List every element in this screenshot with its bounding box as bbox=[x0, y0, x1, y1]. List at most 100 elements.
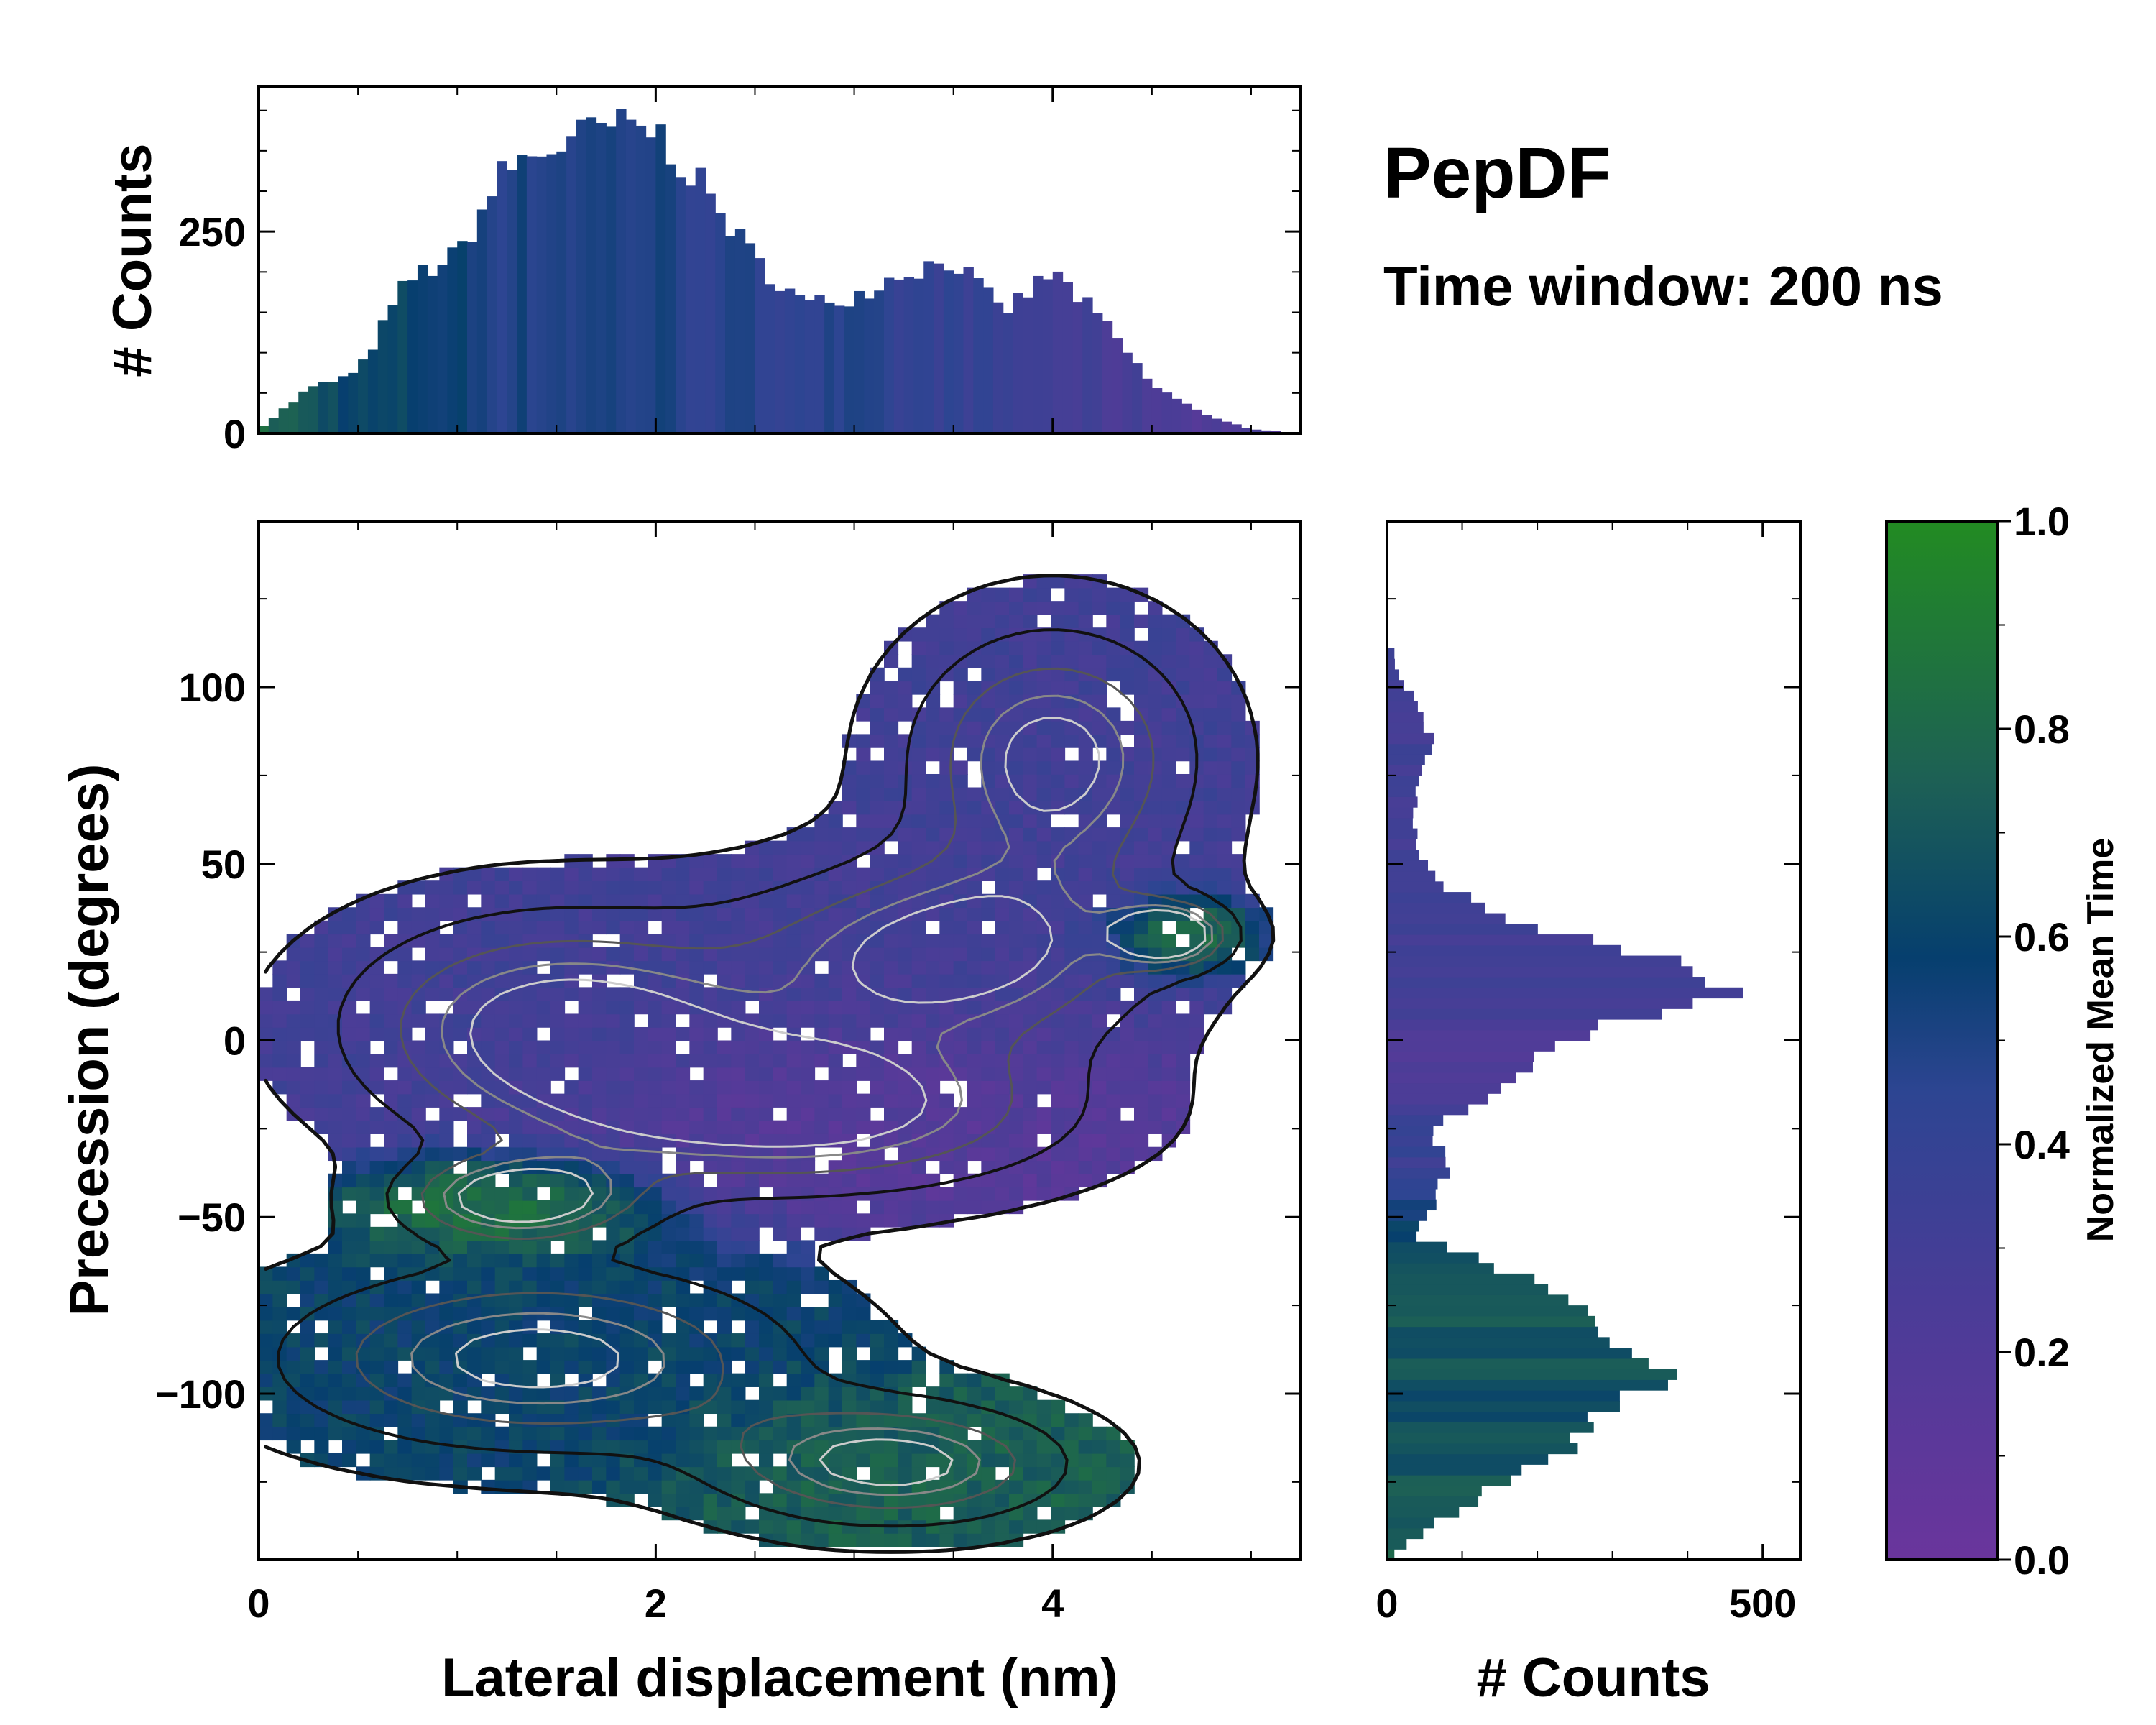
heatmap-cell bbox=[953, 934, 968, 948]
heatmap-cell bbox=[522, 947, 538, 962]
heatmap-cell bbox=[773, 1013, 788, 1028]
heatmap-cell bbox=[1148, 867, 1163, 881]
heatmap-cell bbox=[494, 893, 510, 908]
heatmap-cell bbox=[911, 827, 926, 842]
heatmap-cell bbox=[356, 1080, 371, 1095]
heatmap-cell bbox=[1064, 614, 1079, 629]
heatmap-cell bbox=[981, 587, 996, 602]
heatmap-cell bbox=[995, 801, 1010, 815]
heatmap-cell bbox=[522, 1226, 538, 1241]
heatmap-cell bbox=[703, 987, 718, 1001]
heatmap-cell bbox=[814, 880, 829, 895]
heatmap-cell bbox=[884, 1080, 899, 1095]
heatmap-cell bbox=[911, 1426, 926, 1441]
heatmap-cell bbox=[814, 827, 829, 842]
colorbar-tick-label: 1.0 bbox=[2014, 499, 2070, 544]
heatmap-cell bbox=[1051, 1453, 1066, 1468]
heatmap-cell bbox=[759, 1054, 774, 1068]
heatmap-cell bbox=[939, 734, 954, 748]
right-histogram-bar bbox=[1387, 934, 1594, 946]
heatmap-cell bbox=[1231, 773, 1246, 788]
heatmap-cell bbox=[786, 1146, 801, 1162]
top-histogram-bar bbox=[893, 279, 905, 433]
heatmap-cell bbox=[328, 1386, 343, 1401]
heatmap-cell bbox=[564, 1453, 579, 1468]
heatmap-cell bbox=[731, 1133, 746, 1148]
heatmap-cell bbox=[898, 1026, 913, 1041]
heatmap-cell bbox=[1078, 1040, 1093, 1054]
heatmap-cell bbox=[745, 1373, 760, 1387]
heatmap-cell bbox=[731, 1026, 746, 1041]
heatmap-cell bbox=[439, 1466, 454, 1481]
heatmap-cell bbox=[911, 734, 926, 748]
top-histogram-bar bbox=[715, 213, 726, 433]
heatmap-cell bbox=[453, 920, 468, 935]
heatmap-cell bbox=[981, 1026, 996, 1041]
top-histogram-bar bbox=[497, 161, 507, 433]
heatmap-cell bbox=[342, 1133, 357, 1148]
heatmap-cell bbox=[619, 1426, 635, 1441]
heatmap-cell bbox=[536, 1386, 551, 1401]
heatmap-cell bbox=[494, 1253, 510, 1268]
heatmap-cell bbox=[606, 1279, 621, 1294]
heatmap-cell bbox=[1134, 1133, 1149, 1148]
y-tick-label: 0 bbox=[224, 1018, 246, 1064]
heatmap-cell bbox=[967, 1386, 982, 1401]
heatmap-cell bbox=[773, 1146, 788, 1162]
heatmap-cell bbox=[1203, 694, 1218, 709]
heatmap-cell bbox=[578, 893, 593, 908]
heatmap-cell bbox=[995, 814, 1010, 828]
heatmap-cell bbox=[342, 1240, 357, 1254]
heatmap-cell bbox=[439, 907, 454, 921]
heatmap-cell bbox=[536, 1240, 551, 1254]
heatmap-cell bbox=[689, 854, 704, 868]
heatmap-cell bbox=[884, 1506, 899, 1521]
heatmap-cell bbox=[676, 934, 691, 948]
heatmap-cell bbox=[1106, 1479, 1121, 1494]
heatmap-cell bbox=[619, 1360, 635, 1374]
heatmap-cell bbox=[1009, 1120, 1024, 1134]
heatmap-cell bbox=[1148, 707, 1163, 722]
heatmap-cell bbox=[397, 1240, 413, 1254]
heatmap-cell bbox=[1203, 854, 1218, 868]
heatmap-cell bbox=[1023, 1399, 1038, 1414]
heatmap-cell bbox=[661, 1346, 676, 1361]
heatmap-cell bbox=[453, 1080, 468, 1095]
heatmap-cell bbox=[689, 1346, 704, 1361]
heatmap-cell bbox=[300, 1279, 315, 1294]
right-histogram-bar bbox=[1387, 902, 1485, 914]
right-histogram-bar bbox=[1387, 712, 1424, 723]
top-histogram-bar bbox=[1112, 338, 1123, 433]
heatmap-cell bbox=[592, 1213, 607, 1228]
heatmap-cell bbox=[731, 1386, 746, 1401]
heatmap-cell bbox=[536, 893, 551, 908]
heatmap-cell bbox=[648, 1013, 663, 1028]
heatmap-cell bbox=[981, 747, 996, 762]
heatmap-cell bbox=[592, 1453, 607, 1468]
heatmap-cell bbox=[953, 601, 968, 615]
heatmap-cell bbox=[661, 1054, 676, 1068]
heatmap-cell bbox=[522, 1386, 538, 1401]
heatmap-cell bbox=[703, 1093, 718, 1108]
heatmap-cell bbox=[453, 1253, 468, 1268]
heatmap-cell bbox=[1203, 734, 1218, 748]
heatmap-cell bbox=[619, 893, 635, 908]
heatmap-cell bbox=[1023, 1093, 1038, 1108]
heatmap-cell bbox=[564, 1426, 579, 1441]
heatmap-cell bbox=[1148, 1120, 1163, 1134]
heatmap-cell bbox=[926, 973, 941, 988]
heatmap-cell bbox=[300, 1107, 315, 1121]
heatmap-cell bbox=[745, 960, 760, 975]
heatmap-cell bbox=[259, 1413, 274, 1427]
heatmap-cell bbox=[536, 1253, 551, 1268]
heatmap-cell bbox=[606, 1440, 621, 1454]
right-histogram-bar bbox=[1387, 1326, 1599, 1338]
heatmap-cell bbox=[786, 1426, 801, 1441]
heatmap-cell bbox=[773, 1000, 788, 1015]
heatmap-cell bbox=[828, 973, 843, 988]
heatmap-cell bbox=[786, 867, 801, 881]
heatmap-cell bbox=[397, 1013, 413, 1028]
heatmap-cell bbox=[786, 960, 801, 975]
heatmap-cell bbox=[786, 1107, 801, 1121]
heatmap-cell bbox=[1009, 1013, 1024, 1028]
